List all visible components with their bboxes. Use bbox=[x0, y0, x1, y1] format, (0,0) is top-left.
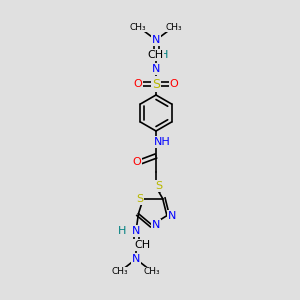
Text: H: H bbox=[118, 226, 126, 236]
Text: S: S bbox=[136, 194, 143, 203]
Text: N: N bbox=[152, 220, 160, 230]
Text: CH: CH bbox=[147, 50, 163, 60]
Text: CH₃: CH₃ bbox=[112, 268, 128, 277]
Text: O: O bbox=[169, 79, 178, 89]
Text: N: N bbox=[168, 211, 176, 220]
Text: CH₃: CH₃ bbox=[144, 268, 160, 277]
Text: O: O bbox=[133, 157, 141, 167]
Text: N: N bbox=[132, 254, 140, 264]
Text: H: H bbox=[160, 50, 168, 60]
Text: NH: NH bbox=[154, 137, 170, 147]
Text: S: S bbox=[155, 181, 163, 191]
Text: CH₃: CH₃ bbox=[130, 22, 146, 32]
Text: N: N bbox=[152, 35, 160, 45]
Text: N: N bbox=[132, 226, 140, 236]
Text: N: N bbox=[152, 64, 160, 74]
Text: S: S bbox=[152, 77, 160, 91]
Text: CH: CH bbox=[134, 240, 150, 250]
Text: CH₃: CH₃ bbox=[166, 22, 182, 32]
Text: O: O bbox=[134, 79, 142, 89]
